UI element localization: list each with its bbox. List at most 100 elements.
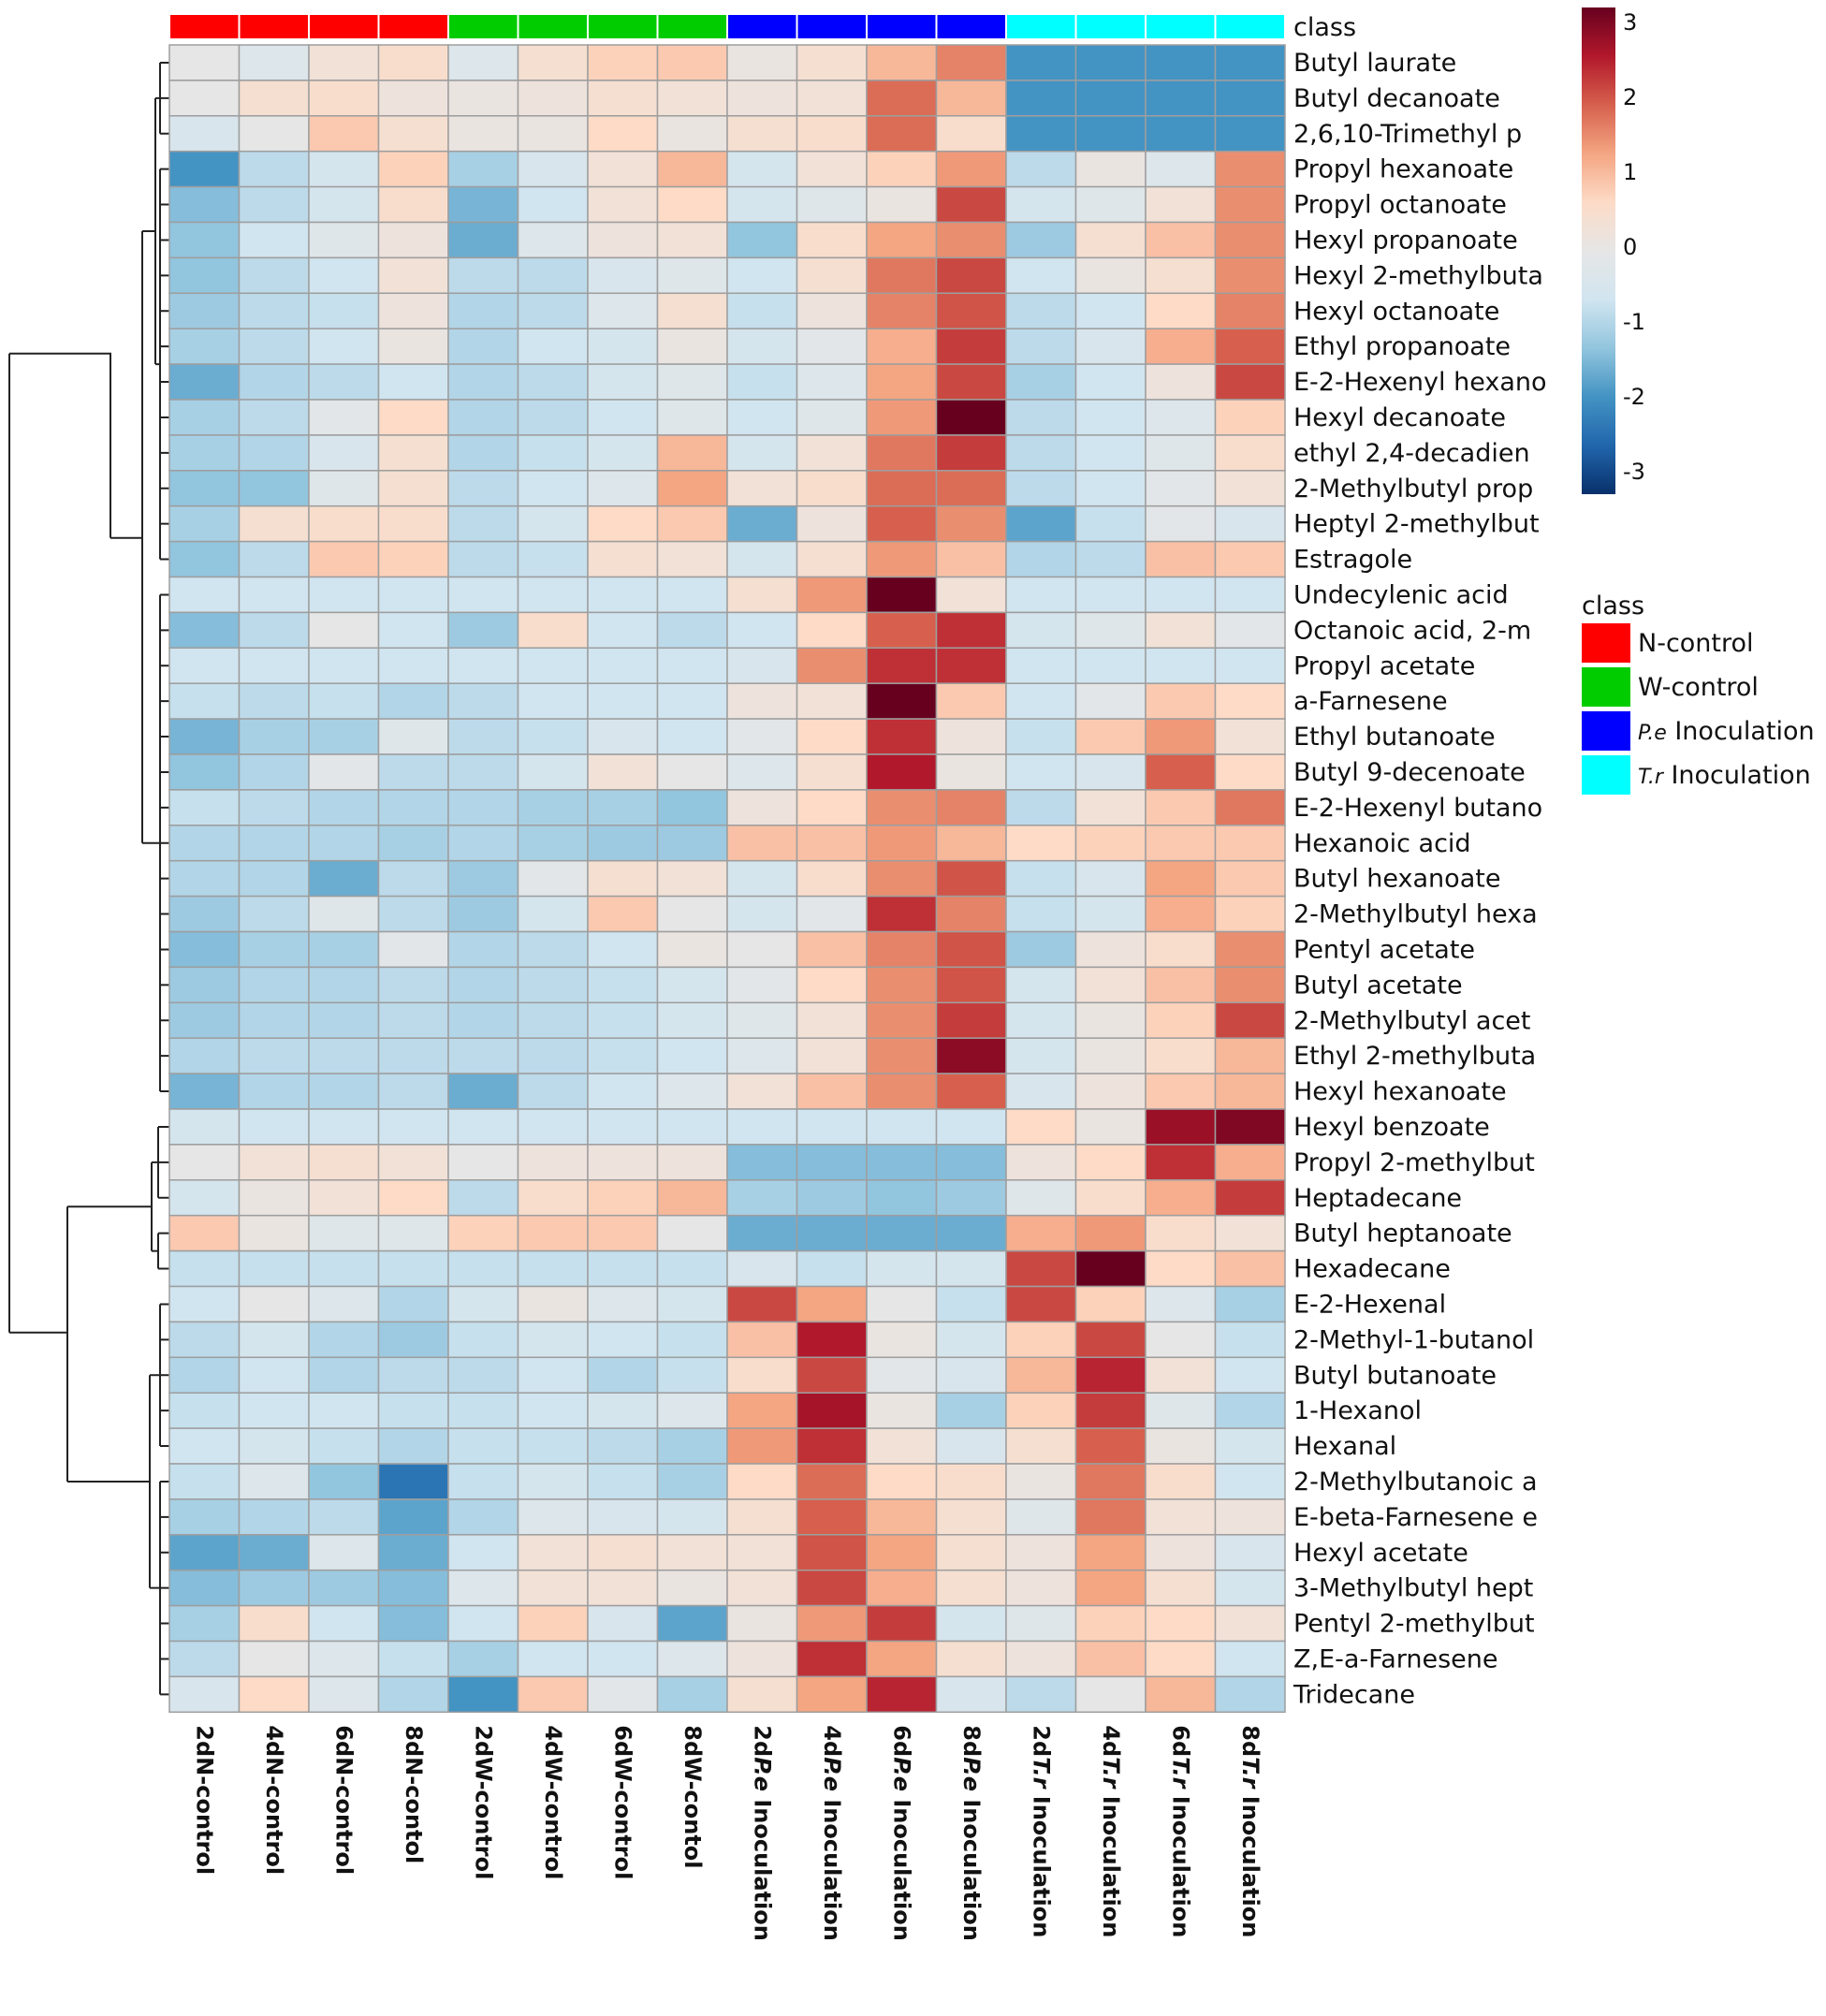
heatmap-cell <box>587 115 659 153</box>
row-label: Propyl 2-methylbut <box>1293 1148 1535 1177</box>
heatmap-cell <box>1005 825 1077 862</box>
heatmap-cell <box>377 1392 449 1429</box>
heatmap-cell <box>1214 328 1286 365</box>
heatmap-cell <box>1074 1321 1147 1359</box>
heatmap-cell <box>308 1073 380 1110</box>
heatmap-cells <box>168 44 1286 1714</box>
heatmap-cell <box>238 185 310 224</box>
heatmap-cell <box>726 399 798 436</box>
heatmap-cell <box>726 1144 798 1181</box>
class-bar-cell <box>1005 13 1077 40</box>
heatmap-cell <box>656 1179 728 1217</box>
heatmap-cell <box>308 753 380 791</box>
heatmap-cell <box>726 682 798 720</box>
heatmap-cell <box>1005 1356 1077 1394</box>
row-label: a-Farnesene <box>1293 687 1448 716</box>
heatmap-cell <box>587 221 659 259</box>
row-label: Butyl 9-decenoate <box>1293 758 1526 787</box>
heatmap-cell <box>238 576 310 614</box>
heatmap-cell <box>447 399 519 436</box>
column-labels: 2dN-control 4dN-control 6dN-control 8dN-con… <box>191 1725 1264 1941</box>
heatmap-cell <box>168 540 241 578</box>
heatmap-cell <box>377 328 449 365</box>
class-bar-cell <box>238 13 310 40</box>
heatmap-cell <box>1145 150 1217 188</box>
heatmap-cell <box>1074 399 1147 436</box>
heatmap-cell <box>168 1001 241 1039</box>
row-label: Tridecane <box>1293 1680 1415 1709</box>
heatmap-cell <box>935 682 1007 720</box>
heatmap-cell <box>587 328 659 365</box>
heatmap-cell <box>1145 1249 1217 1288</box>
heatmap-cell <box>1074 930 1147 969</box>
heatmap-cell <box>866 504 938 543</box>
heatmap-cell <box>796 328 868 365</box>
heatmap-cell <box>935 1001 1007 1039</box>
heatmap-cell <box>726 540 798 578</box>
heatmap-cell <box>238 1604 310 1643</box>
heatmap-cell <box>587 647 659 684</box>
heatmap-cell <box>168 221 241 259</box>
heatmap-cell <box>447 1144 519 1181</box>
class-legend-label: W-control <box>1638 673 1759 702</box>
heatmap-cell <box>1145 1675 1217 1714</box>
heatmap-cell <box>1145 1214 1217 1252</box>
heatmap-cell <box>1145 44 1217 81</box>
heatmap-cell <box>587 930 659 969</box>
heatmap-cell <box>726 1073 798 1110</box>
heatmap-cell <box>447 1463 519 1500</box>
heatmap-cell <box>238 1569 310 1607</box>
heatmap-cell <box>587 1569 659 1607</box>
heatmap-cell <box>1145 682 1217 720</box>
heatmap-cell <box>1214 718 1286 755</box>
heatmap-cell <box>726 895 798 933</box>
heatmap-cell <box>238 611 310 650</box>
heatmap-cell <box>168 1640 241 1678</box>
heatmap-cell <box>726 1179 798 1217</box>
heatmap-cell <box>866 1534 938 1571</box>
heatmap-cell <box>308 647 380 684</box>
heatmap-cell <box>308 292 380 329</box>
heatmap-cell <box>447 753 519 791</box>
heatmap-cell <box>726 1001 798 1039</box>
heatmap-cell <box>1074 718 1147 755</box>
heatmap-cell <box>935 1498 1007 1536</box>
heatmap-cell <box>447 1321 519 1359</box>
heatmap-cell <box>935 1604 1007 1643</box>
heatmap-cell <box>517 1569 589 1607</box>
heatmap-cell <box>377 647 449 684</box>
color-scale-tick: 1 <box>1623 159 1637 185</box>
heatmap-cell <box>377 825 449 862</box>
class-bar <box>168 13 1286 40</box>
heatmap-cell <box>656 682 728 720</box>
heatmap-cell <box>447 647 519 684</box>
heatmap-cell <box>796 753 868 791</box>
heatmap-cell <box>1214 789 1286 826</box>
heatmap-cell <box>238 718 310 755</box>
heatmap-cell <box>1145 718 1217 755</box>
heatmap-cell <box>308 434 380 472</box>
heatmap-cell <box>447 1534 519 1571</box>
heatmap-cell <box>238 1214 310 1252</box>
heatmap-cell <box>1074 1675 1147 1714</box>
heatmap-cell <box>726 1463 798 1500</box>
row-label: Ethyl 2-methylbuta <box>1293 1042 1536 1071</box>
heatmap-cell <box>168 576 241 614</box>
heatmap-cell <box>726 1108 798 1146</box>
heatmap-cell <box>1145 185 1217 224</box>
column-label: 8dT.r Inoculation <box>1237 1725 1264 1937</box>
heatmap-cell <box>726 859 798 898</box>
heatmap-cell <box>1214 1392 1286 1429</box>
heatmap-cell <box>377 504 449 543</box>
heatmap-cell <box>866 1144 938 1181</box>
heatmap-cell <box>517 185 589 224</box>
class-legend-label: P.e Inoculation <box>1638 717 1815 746</box>
heatmap-cell <box>656 718 728 755</box>
row-label: Ethyl butanoate <box>1293 723 1496 752</box>
class-bar-cell <box>935 13 1007 40</box>
heatmap-cell <box>238 1001 310 1039</box>
heatmap-cell <box>866 1321 938 1359</box>
heatmap-cell <box>238 789 310 826</box>
heatmap-cell <box>1005 1037 1077 1074</box>
heatmap-cell <box>1005 1675 1077 1714</box>
